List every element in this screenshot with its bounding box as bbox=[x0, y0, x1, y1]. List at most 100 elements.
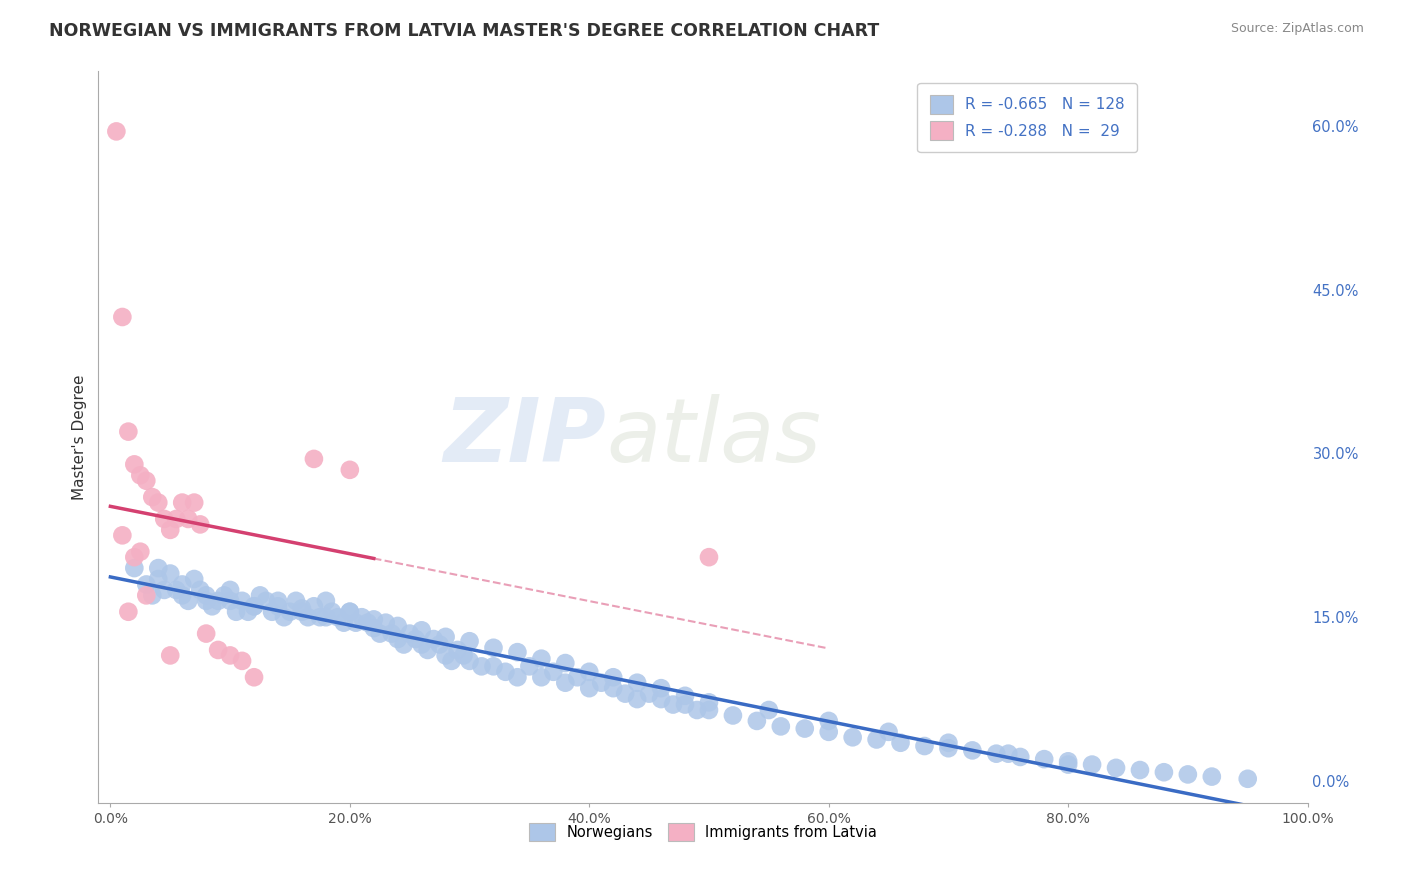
Point bbox=[333, 615, 356, 630]
Point bbox=[697, 550, 720, 565]
Point bbox=[392, 638, 415, 652]
Point bbox=[530, 670, 553, 684]
Point bbox=[416, 643, 439, 657]
Point bbox=[962, 743, 984, 757]
Point bbox=[357, 615, 380, 630]
Point bbox=[1081, 757, 1104, 772]
Point bbox=[697, 695, 720, 709]
Point bbox=[578, 681, 600, 695]
Point bbox=[339, 605, 361, 619]
Point bbox=[177, 512, 200, 526]
Point bbox=[159, 648, 181, 663]
Point bbox=[201, 599, 224, 614]
Point bbox=[554, 656, 576, 670]
Point bbox=[997, 747, 1019, 761]
Point bbox=[124, 561, 146, 575]
Point bbox=[111, 528, 134, 542]
Point bbox=[673, 689, 696, 703]
Point bbox=[302, 599, 325, 614]
Point bbox=[387, 632, 409, 646]
Point bbox=[117, 605, 139, 619]
Point bbox=[626, 692, 648, 706]
Point bbox=[321, 605, 343, 619]
Point bbox=[626, 675, 648, 690]
Point bbox=[938, 741, 960, 756]
Point bbox=[339, 463, 361, 477]
Point bbox=[638, 687, 661, 701]
Point bbox=[411, 624, 433, 638]
Text: Source: ZipAtlas.com: Source: ZipAtlas.com bbox=[1230, 22, 1364, 36]
Point bbox=[686, 703, 709, 717]
Point bbox=[841, 731, 863, 745]
Text: ZIP: ZIP bbox=[443, 393, 606, 481]
Point bbox=[519, 659, 541, 673]
Point bbox=[195, 626, 218, 640]
Point bbox=[1129, 763, 1152, 777]
Point bbox=[434, 630, 457, 644]
Point bbox=[578, 665, 600, 679]
Point bbox=[1057, 757, 1080, 772]
Point bbox=[195, 594, 218, 608]
Point bbox=[1153, 765, 1175, 780]
Point bbox=[219, 648, 242, 663]
Point bbox=[243, 599, 266, 614]
Point bbox=[135, 577, 157, 591]
Point bbox=[650, 681, 672, 695]
Point bbox=[673, 698, 696, 712]
Point bbox=[877, 724, 900, 739]
Point bbox=[1010, 750, 1032, 764]
Point bbox=[159, 523, 181, 537]
Point bbox=[273, 610, 295, 624]
Point bbox=[291, 601, 314, 615]
Point bbox=[188, 517, 211, 532]
Point bbox=[177, 594, 200, 608]
Point bbox=[129, 545, 152, 559]
Point bbox=[236, 605, 259, 619]
Point bbox=[405, 632, 427, 646]
Point bbox=[721, 708, 744, 723]
Text: NORWEGIAN VS IMMIGRANTS FROM LATVIA MASTER'S DEGREE CORRELATION CHART: NORWEGIAN VS IMMIGRANTS FROM LATVIA MAST… bbox=[49, 22, 880, 40]
Point bbox=[159, 566, 181, 581]
Point bbox=[124, 458, 146, 472]
Point bbox=[195, 588, 218, 602]
Point bbox=[231, 654, 253, 668]
Point bbox=[938, 736, 960, 750]
Point bbox=[117, 425, 139, 439]
Point bbox=[291, 605, 314, 619]
Point bbox=[914, 739, 936, 753]
Point bbox=[363, 621, 385, 635]
Legend: Norwegians, Immigrants from Latvia: Norwegians, Immigrants from Latvia bbox=[523, 817, 883, 847]
Point bbox=[207, 643, 229, 657]
Point bbox=[554, 675, 576, 690]
Point bbox=[267, 599, 290, 614]
Point bbox=[614, 687, 637, 701]
Point bbox=[183, 495, 205, 509]
Point bbox=[148, 572, 170, 586]
Point bbox=[219, 582, 242, 597]
Point bbox=[458, 634, 481, 648]
Point bbox=[260, 605, 283, 619]
Point bbox=[111, 310, 134, 324]
Point bbox=[470, 659, 492, 673]
Point bbox=[1236, 772, 1258, 786]
Point bbox=[243, 599, 266, 614]
Point bbox=[602, 681, 624, 695]
Point bbox=[381, 626, 404, 640]
Point bbox=[315, 610, 337, 624]
Point bbox=[267, 594, 290, 608]
Point bbox=[1201, 770, 1223, 784]
Y-axis label: Master's Degree: Master's Degree bbox=[72, 375, 87, 500]
Point bbox=[135, 588, 157, 602]
Point bbox=[374, 615, 396, 630]
Point bbox=[697, 703, 720, 717]
Point bbox=[986, 747, 1008, 761]
Point bbox=[249, 588, 271, 602]
Point bbox=[745, 714, 768, 728]
Point bbox=[105, 124, 128, 138]
Point bbox=[309, 610, 332, 624]
Point bbox=[243, 670, 266, 684]
Point bbox=[231, 594, 253, 608]
Point bbox=[363, 612, 385, 626]
Point bbox=[434, 648, 457, 663]
Point bbox=[567, 670, 589, 684]
